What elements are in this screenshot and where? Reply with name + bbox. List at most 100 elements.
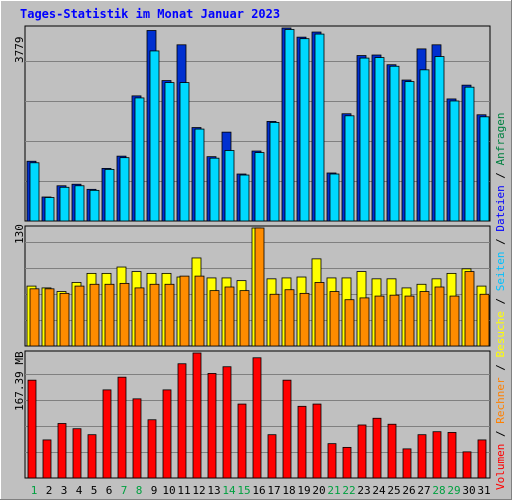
bar-requests-seiten-24 [374,57,385,222]
legend-item-rechner: Rechner [494,377,507,424]
bar-volume-volumen-21 [327,443,337,479]
bar-requests-seiten-11 [179,82,190,222]
legend-separator: / [494,231,507,252]
bar-volume-volumen-9 [147,419,157,479]
x-axis-labels: 1 2 3 4 5 6 7 8 9 10 11 12 13 14 15 16 17 18 19 20 21 22 23 24 2… [0,484,512,498]
legend-separator: / [494,423,507,444]
bar-visits-rechner-14 [224,286,235,347]
x-tick-label: 19 [297,484,311,497]
bar-requests-seiten-29 [449,100,460,222]
bar-volume-volumen-28 [432,431,442,479]
x-tick-label: 17 [267,484,281,497]
y-axis-label-requests: 3779 [13,36,26,64]
bar-requests-seiten-8 [134,97,145,222]
bar-visits-rechner-28 [434,286,445,347]
bar-volume-volumen-13 [207,373,217,479]
x-tick-label: 26 [402,484,416,497]
bar-visits-rechner-22 [344,299,355,347]
bar-visits-rechner-30 [464,271,475,347]
bar-requests-seiten-20 [314,33,325,222]
bar-volume-volumen-24 [372,417,382,479]
x-tick-label: 28 [432,484,446,497]
bar-volume-volumen-12 [192,352,202,479]
chart-title: Tages-Statistik im Monat Januar 2023 [20,7,281,21]
bar-requests-seiten-31 [479,116,490,222]
y-axis-label-volume: 167.39 MB [13,351,26,411]
x-tick-label: 4 [75,484,83,497]
bar-visits-rechner-2 [44,288,55,347]
x-tick-label: 2 [45,484,53,497]
bar-volume-volumen-10 [162,389,172,479]
bar-requests-seiten-7 [119,157,130,222]
x-tick-label: 21 [327,484,341,497]
bar-volume-volumen-23 [357,424,367,479]
x-tick-label: 8 [135,484,143,497]
bar-requests-seiten-26 [404,81,415,222]
bar-volume-volumen-29 [447,432,457,479]
bar-requests-seiten-27 [419,69,430,222]
x-tick-label: 11 [177,484,191,497]
bar-visits-rechner-27 [419,291,430,347]
x-tick-label: 6 [105,484,113,497]
bar-volume-volumen-25 [387,423,397,479]
bar-visits-rechner-17 [269,293,280,347]
bar-volume-volumen-15 [237,403,247,479]
bar-volume-volumen-27 [417,434,427,479]
bar-visits-rechner-21 [329,291,340,347]
bar-volume-volumen-18 [282,379,292,479]
y-axis-label-visits: 130 [13,224,26,244]
x-tick-label: 1 [30,484,38,497]
x-tick-label: 16 [252,484,266,497]
bar-requests-seiten-15 [239,174,250,222]
bar-volume-volumen-3 [57,423,67,479]
bar-volume-volumen-2 [42,439,52,479]
bar-volume-volumen-31 [477,439,487,479]
bar-visits-rechner-19 [299,292,310,347]
bar-volume-volumen-20 [312,403,322,479]
legend-item-anfragen: Anfragen [494,112,507,166]
x-tick-label: 22 [342,484,356,497]
x-tick-label: 27 [417,484,431,497]
bar-volume-volumen-30 [462,451,472,479]
bar-requests-seiten-6 [104,169,115,222]
bar-volume-volumen-4 [72,428,82,479]
bar-requests-seiten-13 [209,157,220,222]
x-tick-label: 29 [447,484,461,497]
bar-volume-volumen-16 [252,357,262,479]
bar-visits-rechner-16 [254,227,265,347]
bar-requests-seiten-16 [254,152,265,222]
bar-requests-seiten-25 [389,65,400,222]
bar-visits-rechner-11 [179,275,190,347]
bar-requests-seiten-22 [344,115,355,222]
x-tick-label: 30 [462,484,476,497]
bar-visits-rechner-8 [134,287,145,347]
bar-requests-seiten-14 [224,150,235,222]
bar-visits-rechner-6 [104,283,115,347]
bar-visits-rechner-29 [449,295,460,347]
x-tick-label: 23 [357,484,371,497]
bar-volume-volumen-14 [222,366,232,479]
bar-requests-seiten-18 [284,29,295,222]
bar-requests-seiten-4 [74,185,85,222]
bar-visits-rechner-5 [89,283,100,347]
x-tick-label: 9 [150,484,158,497]
bar-visits-rechner-1 [29,288,40,347]
x-tick-label: 24 [372,484,386,497]
bar-visits-rechner-31 [479,293,490,347]
x-tick-label: 20 [312,484,326,497]
bar-volume-volumen-8 [132,398,142,479]
x-tick-label: 7 [120,484,128,497]
bar-requests-seiten-1 [29,162,40,222]
bar-visits-rechner-26 [404,295,415,347]
legend-separator: / [494,291,507,312]
legend-item-besuche: Besuche [494,311,507,358]
bar-requests-seiten-28 [434,56,445,222]
bar-volume-volumen-11 [177,363,187,479]
legend-separator: / [494,165,507,186]
bar-visits-rechner-24 [374,295,385,347]
bar-requests-seiten-2 [44,197,55,222]
bar-volume-volumen-5 [87,434,97,479]
bar-requests-seiten-3 [59,186,70,222]
bar-visits-rechner-4 [74,285,85,347]
bar-requests-seiten-30 [464,86,475,222]
